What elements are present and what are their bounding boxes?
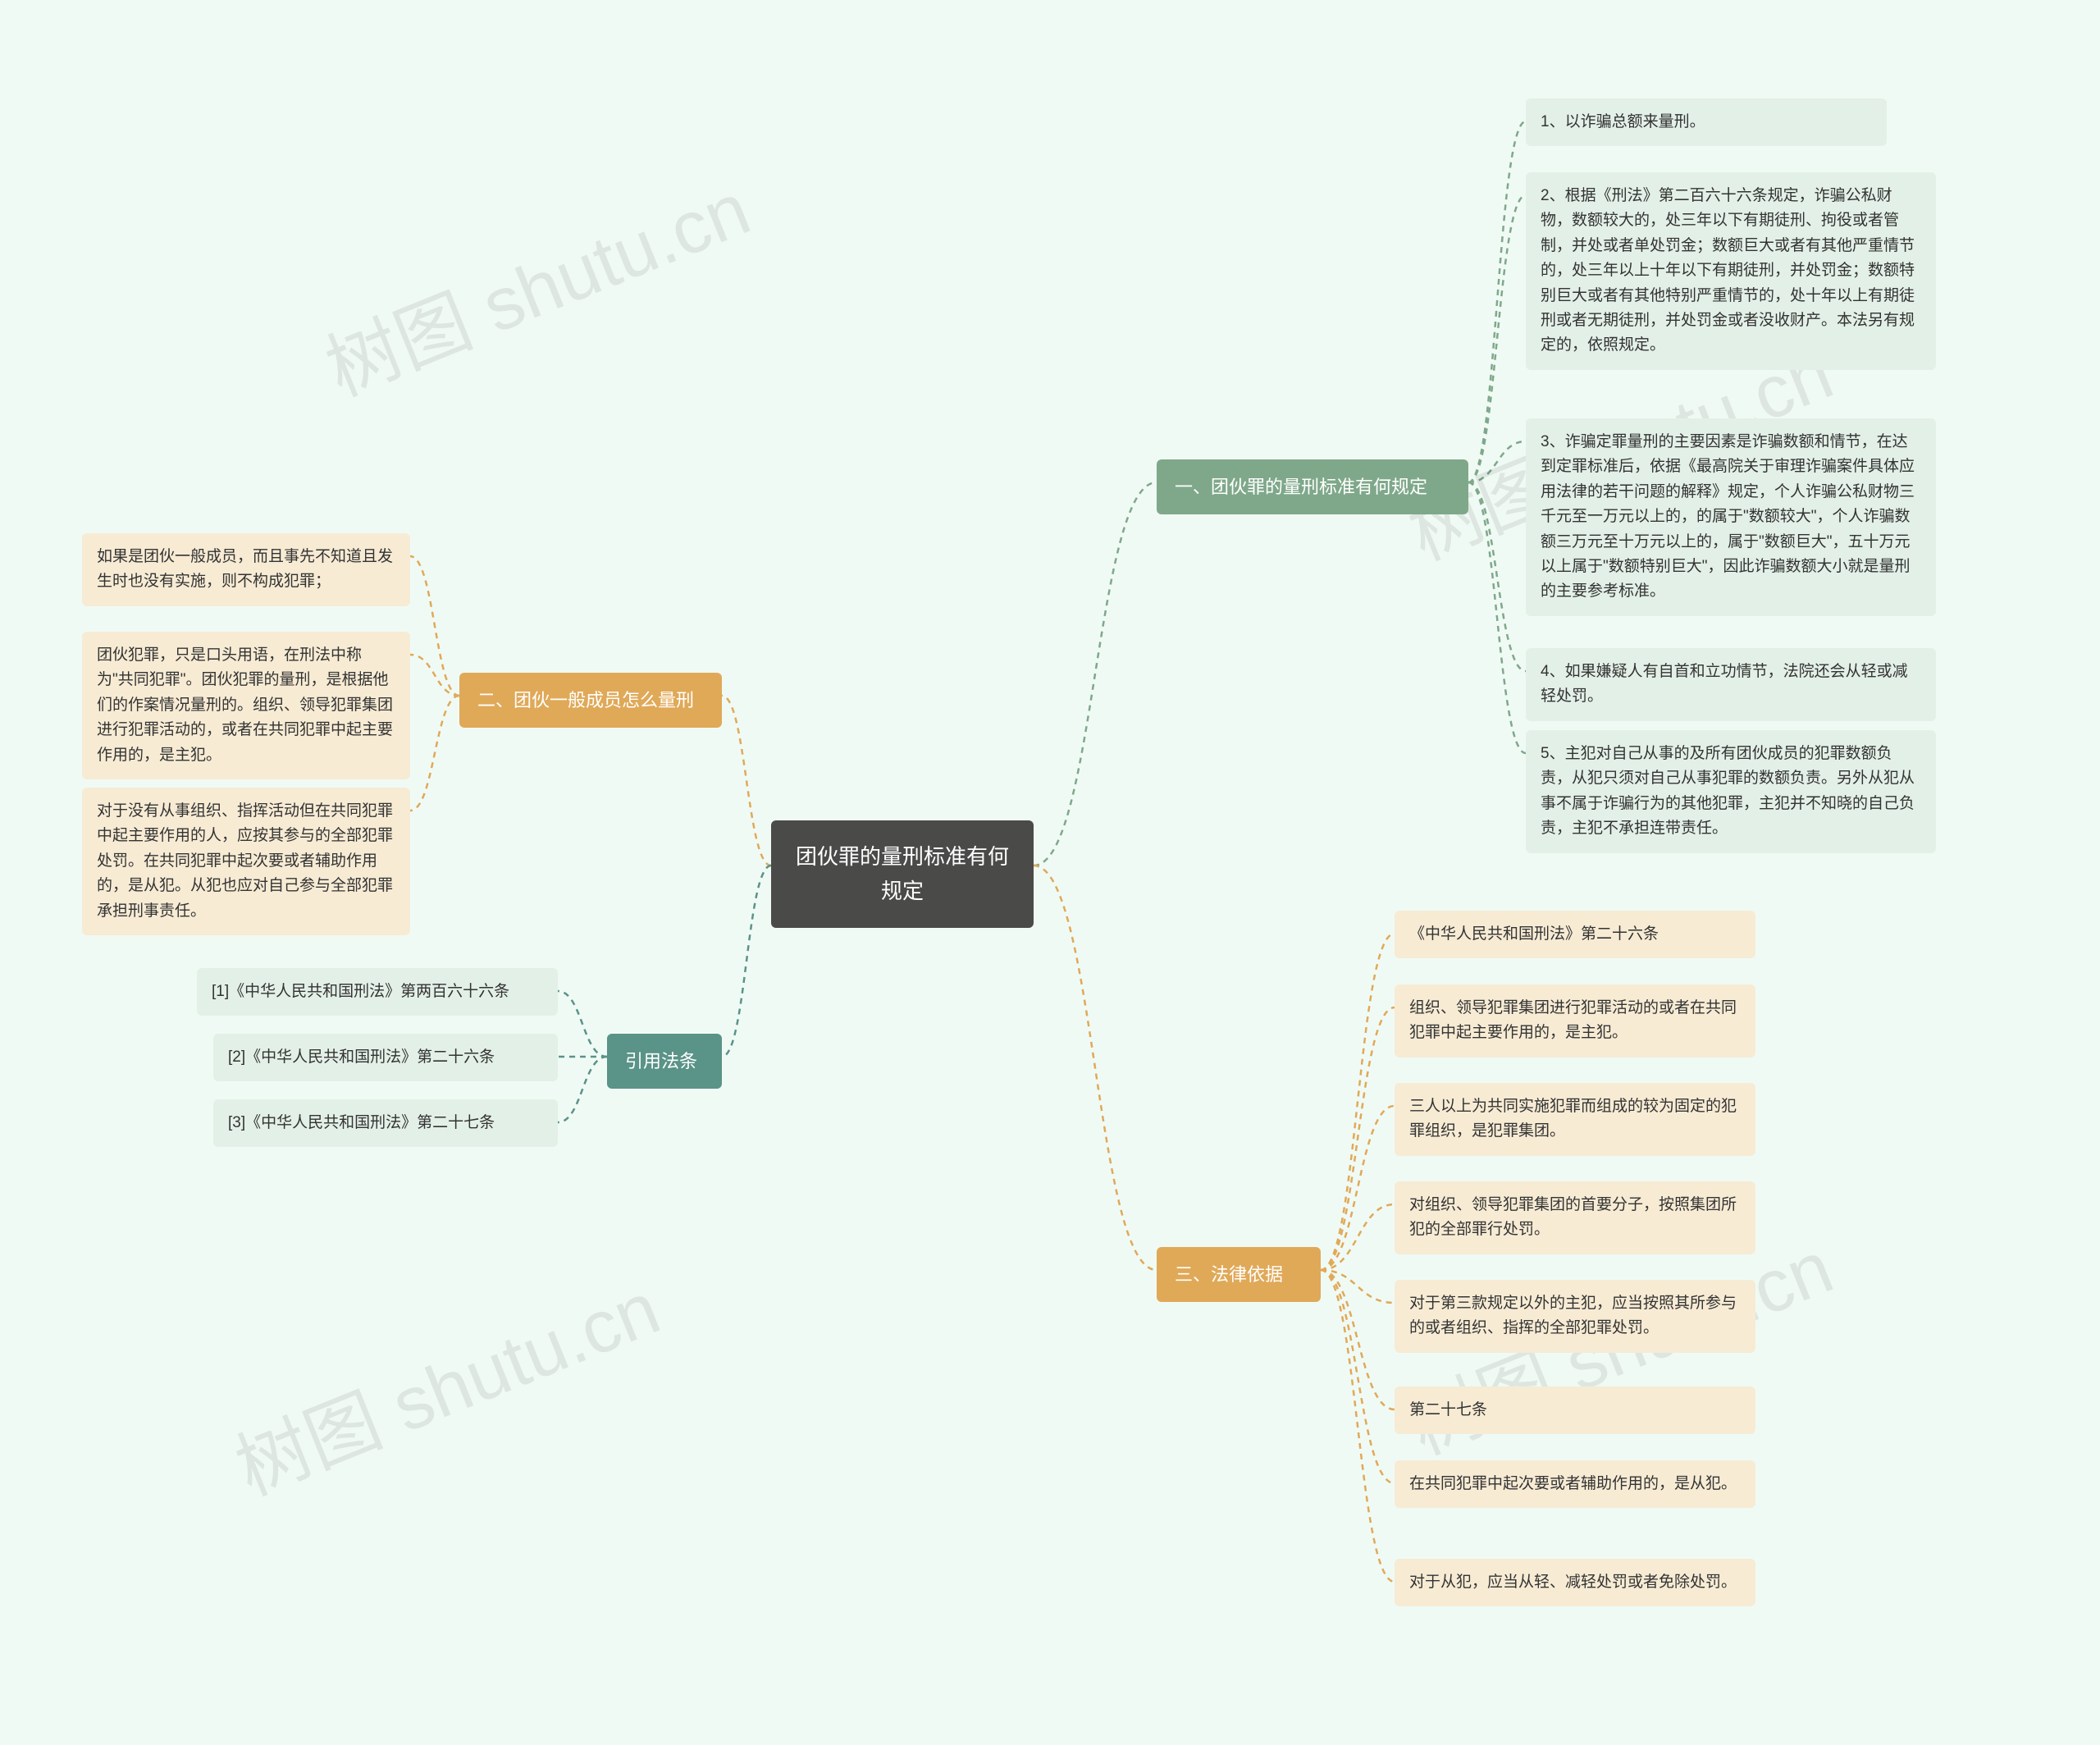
leaf-node: 团伙犯罪，只是口头用语，在刑法中称为"共同犯罪"。团伙犯罪的量刑，是根据他们的作… <box>82 632 410 779</box>
mindmap-canvas: 树图 shutu.cn树图 shutu.cn树图 shutu.cn树图 shut… <box>0 0 2100 1745</box>
leaf-node: 4、如果嫌疑人有自首和立功情节，法院还会从轻或减轻处罚。 <box>1526 648 1936 721</box>
leaf-node: 对于没有从事组织、指挥活动但在共同犯罪中起主要作用的人，应按其参与的全部犯罪处罚… <box>82 788 410 935</box>
root-node: 团伙罪的量刑标准有何规定 <box>771 820 1034 928</box>
leaf-node: 对于第三款规定以外的主犯，应当按照其所参与的或者组织、指挥的全部犯罪处罚。 <box>1395 1280 1755 1353</box>
leaf-node: 三人以上为共同实施犯罪而组成的较为固定的犯罪组织，是犯罪集团。 <box>1395 1083 1755 1156</box>
leaf-node: 3、诈骗定罪量刑的主要因素是诈骗数额和情节，在达到定罪标准后，依据《最高院关于审… <box>1526 418 1936 616</box>
leaf-node: [1]《中华人民共和国刑法》第两百六十六条 <box>197 968 558 1016</box>
leaf-node: [3]《中华人民共和国刑法》第二十七条 <box>213 1099 558 1147</box>
leaf-node: 如果是团伙一般成员，而且事先不知道且发生时也没有实施，则不构成犯罪； <box>82 533 410 606</box>
watermark: 树图 shutu.cn <box>218 1249 673 1516</box>
leaf-node: 在共同犯罪中起次要或者辅助作用的，是从犯。 <box>1395 1460 1755 1508</box>
leaf-node: 5、主犯对自己从事的及所有团伙成员的犯罪数额负责，从犯只须对自己从事犯罪的数额负… <box>1526 730 1936 853</box>
leaf-node: 对组织、领导犯罪集团的首要分子，按照集团所犯的全部罪行处罚。 <box>1395 1181 1755 1254</box>
leaf-node: 2、根据《刑法》第二百六十六条规定，诈骗公私财物，数额较大的，处三年以下有期徒刑… <box>1526 172 1936 370</box>
leaf-node: [2]《中华人民共和国刑法》第二十六条 <box>213 1034 558 1081</box>
leaf-node: 对于从犯，应当从轻、减轻处罚或者免除处罚。 <box>1395 1559 1755 1606</box>
leaf-node: 第二十七条 <box>1395 1386 1755 1434</box>
branch-node: 二、团伙一般成员怎么量刑 <box>459 673 722 728</box>
branch-node: 三、法律依据 <box>1157 1247 1321 1302</box>
leaf-node: 组织、领导犯罪集团进行犯罪活动的或者在共同犯罪中起主要作用的，是主犯。 <box>1395 984 1755 1058</box>
branch-node: 一、团伙罪的量刑标准有何规定 <box>1157 459 1468 514</box>
leaf-node: 《中华人民共和国刑法》第二十六条 <box>1395 911 1755 958</box>
leaf-node: 1、以诈骗总额来量刑。 <box>1526 98 1887 146</box>
watermark: 树图 shutu.cn <box>308 150 763 417</box>
branch-node: 引用法条 <box>607 1034 722 1089</box>
